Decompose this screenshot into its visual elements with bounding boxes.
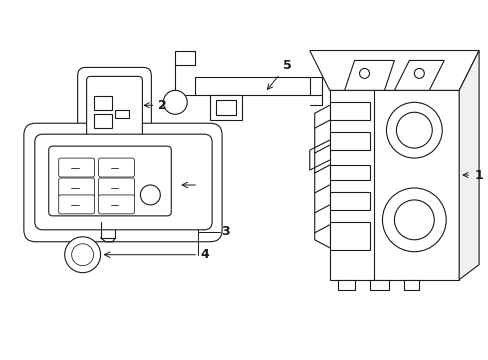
Circle shape bbox=[386, 102, 441, 158]
Text: 3: 3 bbox=[221, 225, 229, 238]
Polygon shape bbox=[337, 280, 354, 289]
FancyBboxPatch shape bbox=[99, 158, 134, 177]
Polygon shape bbox=[344, 60, 394, 90]
FancyBboxPatch shape bbox=[59, 195, 94, 214]
Bar bbox=[93, 96, 111, 110]
Bar bbox=[329, 165, 369, 180]
Polygon shape bbox=[404, 280, 419, 289]
Circle shape bbox=[64, 237, 101, 273]
Bar bbox=[195, 77, 309, 95]
Circle shape bbox=[359, 68, 369, 78]
Circle shape bbox=[413, 68, 424, 78]
Bar bbox=[329, 222, 369, 250]
Text: 5: 5 bbox=[267, 59, 291, 89]
FancyBboxPatch shape bbox=[86, 76, 142, 139]
FancyBboxPatch shape bbox=[24, 123, 222, 242]
Bar bbox=[216, 100, 236, 115]
Text: 1: 1 bbox=[462, 168, 482, 181]
Bar bbox=[329, 102, 369, 120]
Circle shape bbox=[396, 112, 431, 148]
Bar bbox=[93, 114, 111, 128]
FancyBboxPatch shape bbox=[59, 178, 94, 197]
Polygon shape bbox=[309, 50, 478, 90]
Bar bbox=[329, 192, 369, 210]
Bar bbox=[115, 110, 129, 118]
Circle shape bbox=[140, 185, 160, 205]
Circle shape bbox=[163, 90, 187, 114]
Circle shape bbox=[72, 244, 93, 266]
Polygon shape bbox=[394, 60, 443, 90]
Text: 2: 2 bbox=[144, 99, 167, 112]
Bar bbox=[99, 148, 130, 160]
FancyBboxPatch shape bbox=[99, 195, 134, 214]
Bar bbox=[329, 90, 458, 280]
FancyBboxPatch shape bbox=[99, 178, 134, 197]
FancyBboxPatch shape bbox=[35, 134, 212, 230]
FancyBboxPatch shape bbox=[49, 146, 171, 216]
Circle shape bbox=[394, 200, 433, 240]
FancyBboxPatch shape bbox=[78, 67, 151, 151]
FancyBboxPatch shape bbox=[59, 158, 94, 177]
Bar bbox=[329, 132, 369, 150]
Bar bbox=[96, 137, 132, 165]
Polygon shape bbox=[458, 50, 478, 280]
Polygon shape bbox=[369, 280, 388, 289]
Text: 4: 4 bbox=[200, 248, 208, 261]
Circle shape bbox=[382, 188, 446, 252]
Bar bbox=[210, 95, 242, 120]
